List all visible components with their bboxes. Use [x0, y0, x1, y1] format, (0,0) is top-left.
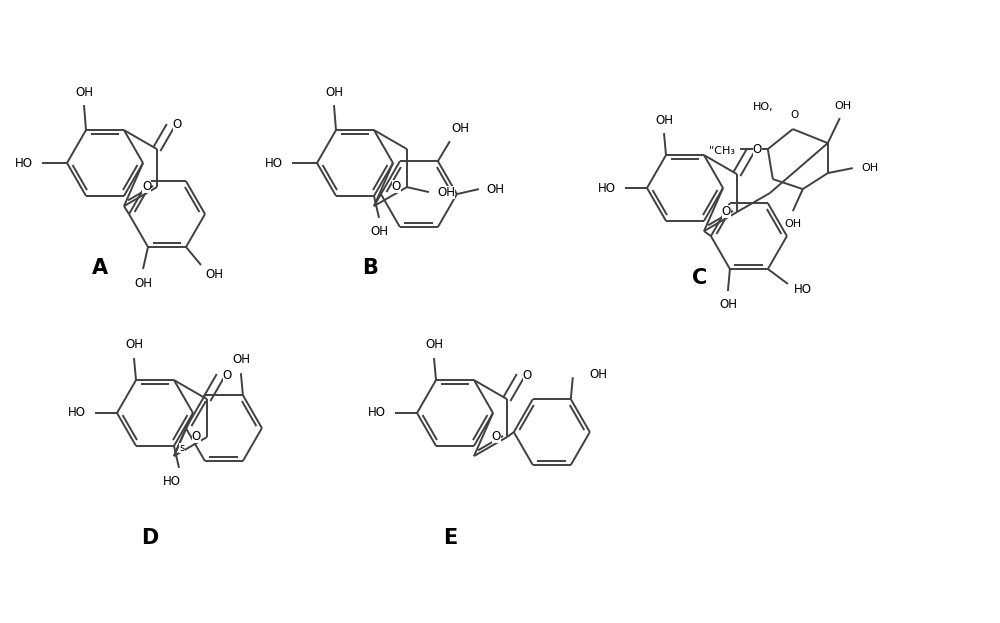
Text: OH: OH	[590, 368, 608, 381]
Text: B: B	[362, 258, 378, 278]
Text: HO: HO	[68, 406, 86, 419]
Text: C: C	[692, 268, 708, 288]
Text: HO: HO	[15, 156, 33, 169]
Text: OH: OH	[719, 298, 737, 312]
Text: OH: OH	[232, 353, 250, 366]
Text: HO: HO	[598, 181, 616, 194]
Text: HO: HO	[265, 156, 283, 169]
Text: OH: OH	[75, 85, 93, 98]
Text: OH: OH	[834, 101, 851, 111]
Text: O: O	[173, 118, 182, 131]
Text: O: O	[722, 205, 731, 218]
Text: HO: HO	[163, 475, 181, 488]
Text: O: O	[791, 110, 799, 120]
Text: HO: HO	[794, 282, 812, 295]
Text: OH: OH	[134, 277, 152, 290]
Text: O: O	[753, 143, 762, 156]
Text: O: O	[192, 430, 201, 443]
Text: OH: OH	[370, 226, 388, 239]
Text: HO,: HO,	[753, 102, 773, 112]
Text: O: O	[142, 180, 151, 193]
Text: OH: OH	[861, 163, 878, 173]
Text: O: O	[492, 430, 501, 443]
Text: OH: OH	[451, 121, 469, 135]
Text: OH: OH	[425, 338, 443, 351]
Text: O: O	[392, 180, 401, 193]
Text: s: s	[179, 443, 185, 453]
Text: OH: OH	[784, 219, 801, 229]
Text: O: O	[523, 369, 532, 381]
Text: HO: HO	[368, 406, 386, 419]
Text: OH: OH	[437, 186, 455, 199]
Text: OH: OH	[125, 338, 143, 351]
Text: OH: OH	[655, 113, 673, 126]
Text: D: D	[141, 528, 159, 548]
Text: ''CH₃: ''CH₃	[709, 146, 736, 156]
Text: E: E	[443, 528, 457, 548]
Text: OH: OH	[325, 85, 343, 98]
Text: OH: OH	[486, 183, 504, 196]
Text: O: O	[223, 369, 232, 381]
Text: A: A	[92, 258, 108, 278]
Text: OH: OH	[205, 267, 223, 280]
